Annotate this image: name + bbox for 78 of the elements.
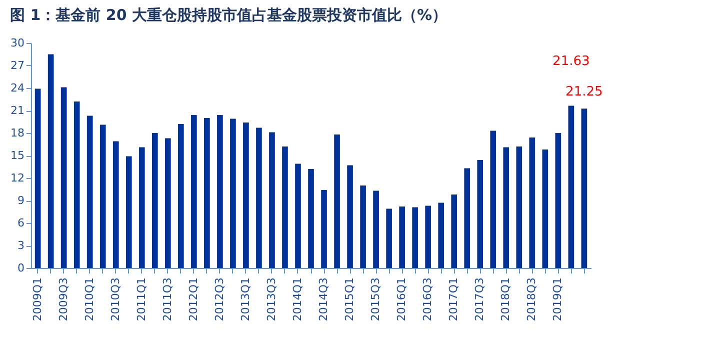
bar: [295, 164, 301, 268]
x-tick-label: 2017Q3: [473, 278, 486, 322]
x-tick-label: 2010Q1: [82, 278, 96, 322]
bar: [425, 206, 431, 268]
x-tick-label: 2017Q1: [447, 278, 460, 322]
bar: [451, 194, 458, 268]
x-tick-label: 2016Q1: [395, 278, 408, 322]
x-tick-label: 2012Q1: [186, 278, 200, 322]
x-tick-label: 2010Q3: [108, 278, 122, 322]
bar: [191, 115, 197, 268]
x-tick-label: 2011Q1: [134, 278, 148, 322]
bar: [256, 128, 262, 268]
bar: [243, 122, 249, 268]
y-tick-label: 6: [18, 216, 24, 230]
chart-title: 图 1：基金前 20 大重仓股持股市值占基金股票投资市值比（%）: [10, 6, 448, 24]
bar: [412, 207, 418, 268]
x-tick-label: 2018Q3: [525, 278, 538, 322]
bar: [204, 118, 210, 268]
bar: [399, 206, 405, 268]
bar: [360, 186, 366, 268]
bar: [490, 130, 496, 268]
x-tick-label: 2013Q1: [238, 278, 252, 322]
bar: [555, 133, 562, 268]
bar: [308, 169, 314, 268]
bar: [464, 168, 470, 268]
bar: [86, 116, 93, 268]
bar: [48, 54, 54, 268]
x-tick-label: 2014Q1: [290, 278, 304, 322]
bar: [516, 146, 522, 268]
y-tick-label: 12: [10, 172, 24, 184]
bar: [542, 150, 548, 268]
y-tick-label: 24: [10, 82, 24, 94]
x-tick-label: 2019Q1: [551, 278, 564, 322]
x-tick-label: 2014Q3: [317, 278, 330, 322]
data-label: 21.25: [566, 84, 603, 100]
y-tick-label: 18: [10, 126, 24, 140]
x-tick-label: 2015Q1: [343, 278, 356, 322]
x-tick-label: 2009Q1: [30, 278, 44, 322]
bar: [152, 133, 158, 268]
bar: [581, 108, 588, 268]
bar: [568, 106, 574, 268]
bar: [126, 156, 132, 268]
bar: [321, 190, 327, 268]
bar: [269, 132, 275, 268]
bar: [373, 190, 379, 268]
x-tick-label: 2009Q3: [56, 278, 70, 322]
bar: [529, 138, 536, 268]
bar: [386, 208, 392, 268]
y-tick-label: 27: [10, 59, 24, 72]
data-label: 21.63: [552, 54, 590, 69]
x-tick-label: 2018Q1: [499, 278, 512, 322]
x-tick-label: 2013Q3: [264, 278, 278, 322]
y-tick-label: 0: [18, 262, 24, 274]
x-tick-label: 2015Q3: [369, 278, 382, 322]
bar: [60, 87, 67, 268]
bar: [217, 115, 223, 268]
bar: [178, 124, 184, 268]
y-tick-label: 30: [10, 36, 24, 50]
y-tick-label: 3: [18, 239, 24, 252]
bar: [164, 138, 171, 268]
bar: [347, 165, 353, 268]
bar: [334, 134, 340, 268]
y-tick-label: 21: [10, 104, 24, 117]
y-tick-label: 15: [10, 149, 24, 162]
x-tick-label: 2016Q3: [421, 278, 434, 322]
bar: [230, 118, 236, 268]
bar: [477, 160, 484, 268]
bar: [138, 147, 145, 268]
x-tick-label: 2012Q3: [212, 278, 226, 322]
x-tick-label: 2011Q3: [160, 278, 174, 322]
bar: [100, 124, 106, 268]
bar: [438, 202, 444, 268]
bar: [74, 102, 80, 268]
y-tick-label: 9: [18, 194, 24, 207]
bar: [503, 147, 510, 268]
bar: [112, 141, 119, 268]
bar: [282, 146, 288, 268]
bar: [34, 88, 41, 268]
